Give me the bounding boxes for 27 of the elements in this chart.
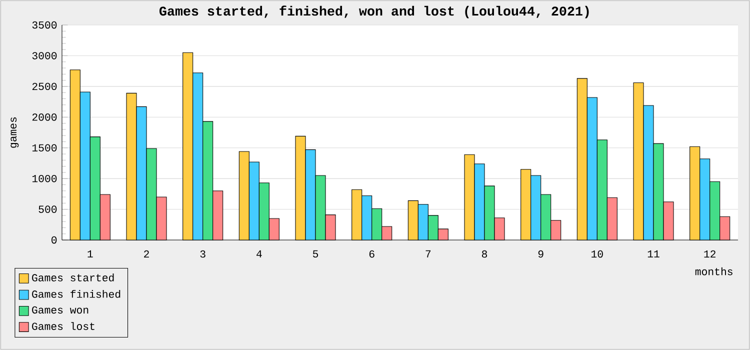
- y-tick-label: 3000: [32, 52, 57, 60]
- x-tick-label: 6: [369, 250, 374, 258]
- legend-label: Games finished: [32, 290, 120, 298]
- x-tick-label: 1: [88, 250, 93, 258]
- legend-label: Games won: [32, 306, 88, 314]
- x-tick-label: 4: [256, 250, 262, 258]
- x-tick-label: 7: [426, 250, 431, 258]
- y-tick-label: 500: [38, 206, 57, 213]
- x-tick-label: 2: [144, 250, 149, 258]
- chart-title: Games started, finished, won and lost (Loulou44, 2021): [159, 6, 589, 18]
- y-tick-label: 1000: [32, 174, 57, 182]
- legend-label: Games lost: [32, 322, 94, 330]
- x-tick-label: 11: [648, 250, 660, 258]
- y-tick-label: 1500: [32, 144, 57, 152]
- y-tick-label: 0: [52, 236, 57, 244]
- x-tick-label: 12: [704, 250, 716, 258]
- y-tick-label: 2000: [32, 114, 57, 121]
- x-axis-title: months: [695, 267, 732, 276]
- x-tick-label: 9: [538, 250, 544, 258]
- y-tick-label: 2500: [32, 82, 57, 90]
- y-axis-title: games: [10, 117, 19, 148]
- y-tick-label: 3500: [32, 21, 57, 29]
- x-tick-label: 5: [312, 250, 318, 258]
- x-tick-label: 8: [482, 250, 487, 258]
- x-tick-label: 10: [592, 250, 603, 258]
- x-tick-label: 3: [200, 250, 206, 258]
- legend-label: Games started: [32, 274, 114, 282]
